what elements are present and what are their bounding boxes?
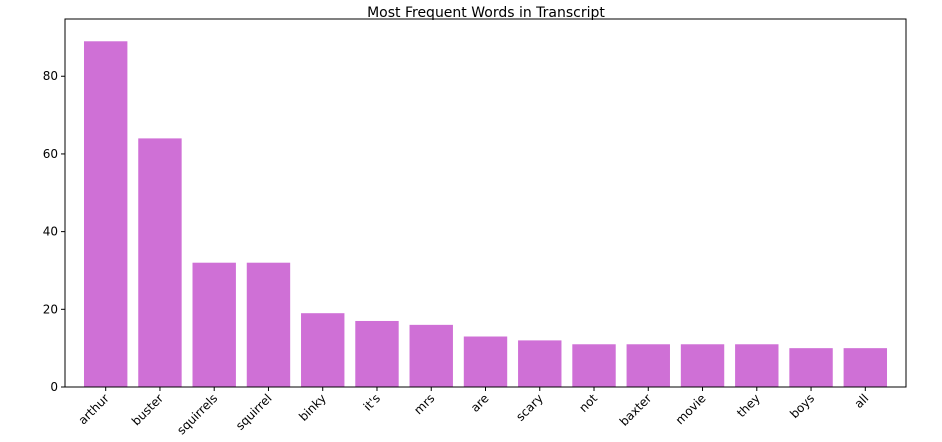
- bar: [572, 344, 616, 387]
- x-tick-label: it's: [361, 391, 383, 413]
- x-tick-label: they: [734, 391, 763, 420]
- x-tick-label: scary: [513, 391, 546, 424]
- x-tick-label: all: [852, 391, 872, 411]
- bar: [735, 344, 779, 387]
- bar: [680, 344, 725, 387]
- bar: [626, 344, 670, 387]
- y-tick-label: 80: [43, 69, 58, 83]
- y-tick-label: 40: [43, 225, 58, 239]
- x-tick-label: baxter: [617, 391, 655, 429]
- bar: [301, 313, 345, 387]
- plot-frame: [64, 18, 907, 388]
- bar: [83, 41, 128, 388]
- chart-title: Most Frequent Words in Transcript: [367, 5, 605, 21]
- x-tick-label: boys: [787, 391, 817, 421]
- bar: [409, 324, 453, 387]
- y-tick-label: 20: [43, 302, 58, 316]
- x-tick-label: mrs: [411, 391, 437, 417]
- bar: [789, 348, 833, 387]
- x-tick-label: squirrel: [233, 391, 275, 433]
- bar: [463, 336, 508, 387]
- y-tick-label: 60: [43, 147, 58, 161]
- x-tick-label: squirrels: [174, 391, 220, 437]
- x-tick-label: buster: [129, 391, 166, 428]
- x-tick-label: binky: [296, 391, 329, 424]
- y-tick-label: 0: [50, 380, 58, 394]
- x-tick-label: arthur: [76, 391, 112, 427]
- bar: [843, 348, 888, 387]
- x-tick-label: not: [576, 391, 600, 415]
- bar: [518, 340, 562, 387]
- bar: [355, 320, 399, 387]
- x-tick-label: are: [468, 391, 492, 415]
- x-tick-label: movie: [673, 391, 709, 427]
- bar: [192, 262, 236, 387]
- bar: [138, 138, 182, 387]
- bar: [246, 262, 291, 387]
